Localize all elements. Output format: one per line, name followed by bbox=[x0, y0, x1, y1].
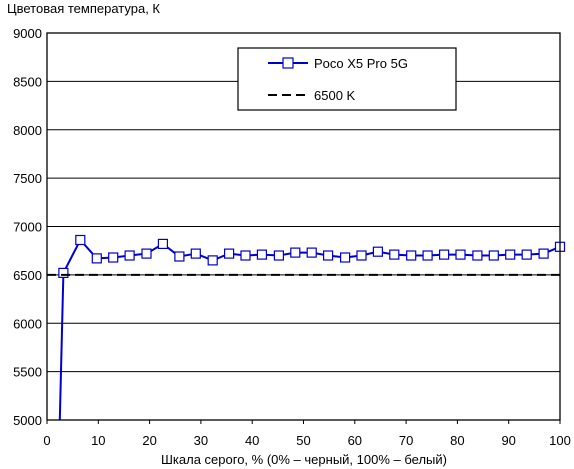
data-point-series-0-26 bbox=[472, 250, 483, 261]
data-point-series-0-23 bbox=[422, 250, 433, 261]
x-tick-label-1: 10 bbox=[91, 433, 105, 448]
x-tick-label-5: 50 bbox=[296, 433, 310, 448]
legend-label-series-0: Poco X5 Pro 5G bbox=[314, 56, 408, 71]
y-tick-label-1: 5500 bbox=[13, 365, 42, 380]
legend: Poco X5 Pro 5G 6500 K bbox=[237, 47, 457, 111]
data-point-series-0-27 bbox=[488, 250, 499, 261]
data-point-series-0-3 bbox=[91, 253, 102, 264]
x-axis-title: Шкала серого, % (0% – черный, 100% – бел… bbox=[161, 452, 447, 467]
data-point-series-0-29 bbox=[521, 249, 532, 260]
x-tick-label-4: 40 bbox=[245, 433, 259, 448]
plot-frame bbox=[46, 32, 561, 421]
data-point-series-0-11 bbox=[224, 248, 235, 259]
data-point-series-0-16 bbox=[306, 247, 317, 258]
data-point-series-0-25 bbox=[455, 249, 466, 260]
legend-marker-series-0 bbox=[282, 57, 294, 69]
x-tick-label-6: 60 bbox=[348, 433, 362, 448]
data-point-series-0-14 bbox=[273, 250, 284, 261]
data-point-series-0-28 bbox=[505, 249, 516, 260]
x-tick-label-0: 0 bbox=[43, 433, 50, 448]
y-tick-label-7: 8500 bbox=[13, 74, 42, 89]
x-tick-label-7: 70 bbox=[399, 433, 413, 448]
data-point-series-0-9 bbox=[190, 248, 201, 259]
legend-label-series-1: 6500 K bbox=[314, 88, 356, 103]
data-point-series-0-19 bbox=[356, 250, 367, 261]
x-axis-tick-labels: 0 10 20 30 40 50 60 70 80 90 100 bbox=[43, 420, 571, 448]
y-tick-label-3: 6500 bbox=[13, 268, 42, 283]
data-point-series-0-12 bbox=[240, 250, 251, 261]
series-line-0 bbox=[58, 238, 561, 421]
data-point-series-0-21 bbox=[389, 249, 400, 260]
data-point-series-0-10 bbox=[207, 255, 218, 266]
data-point-series-0-1 bbox=[58, 267, 69, 278]
data-point-series-0-4 bbox=[108, 252, 119, 263]
data-point-series-0-30 bbox=[538, 248, 549, 259]
x-tick-label-10: 100 bbox=[549, 433, 571, 448]
data-point-series-0-22 bbox=[406, 250, 417, 261]
data-point-series-0-20 bbox=[372, 246, 383, 257]
data-point-series-0-13 bbox=[256, 249, 267, 260]
x-tick-label-8: 80 bbox=[450, 433, 464, 448]
y-tick-label-6: 8000 bbox=[13, 123, 42, 138]
data-point-series-0-15 bbox=[290, 247, 301, 258]
data-point-series-0-18 bbox=[340, 252, 351, 263]
data-point-series-0-2 bbox=[75, 234, 86, 246]
data-point-series-0-8 bbox=[174, 251, 185, 262]
x-tick-label-9: 90 bbox=[501, 433, 515, 448]
y-tick-label-5: 7500 bbox=[13, 171, 42, 186]
data-point-series-0-17 bbox=[323, 250, 334, 261]
y-tick-label-2: 6000 bbox=[13, 316, 42, 331]
data-point-series-0-7 bbox=[157, 238, 168, 249]
y-axis-tick-labels: 5000 5500 6000 6500 7000 7500 8000 8500 9000 bbox=[13, 26, 42, 428]
x-tick-label-3: 30 bbox=[194, 433, 208, 448]
data-point-series-0-6 bbox=[141, 248, 152, 259]
data-point-series-0-24 bbox=[439, 249, 450, 260]
y-tick-label-4: 7000 bbox=[13, 220, 42, 235]
legend-box bbox=[237, 47, 457, 111]
data-point-series-0-5 bbox=[124, 250, 135, 261]
chart-title: Цветовая температура, К bbox=[7, 1, 160, 16]
y-tick-label-8: 9000 bbox=[13, 26, 42, 41]
x-tick-label-2: 20 bbox=[142, 433, 156, 448]
y-tick-label-0: 5000 bbox=[13, 413, 42, 428]
series-layer bbox=[47, 234, 566, 421]
